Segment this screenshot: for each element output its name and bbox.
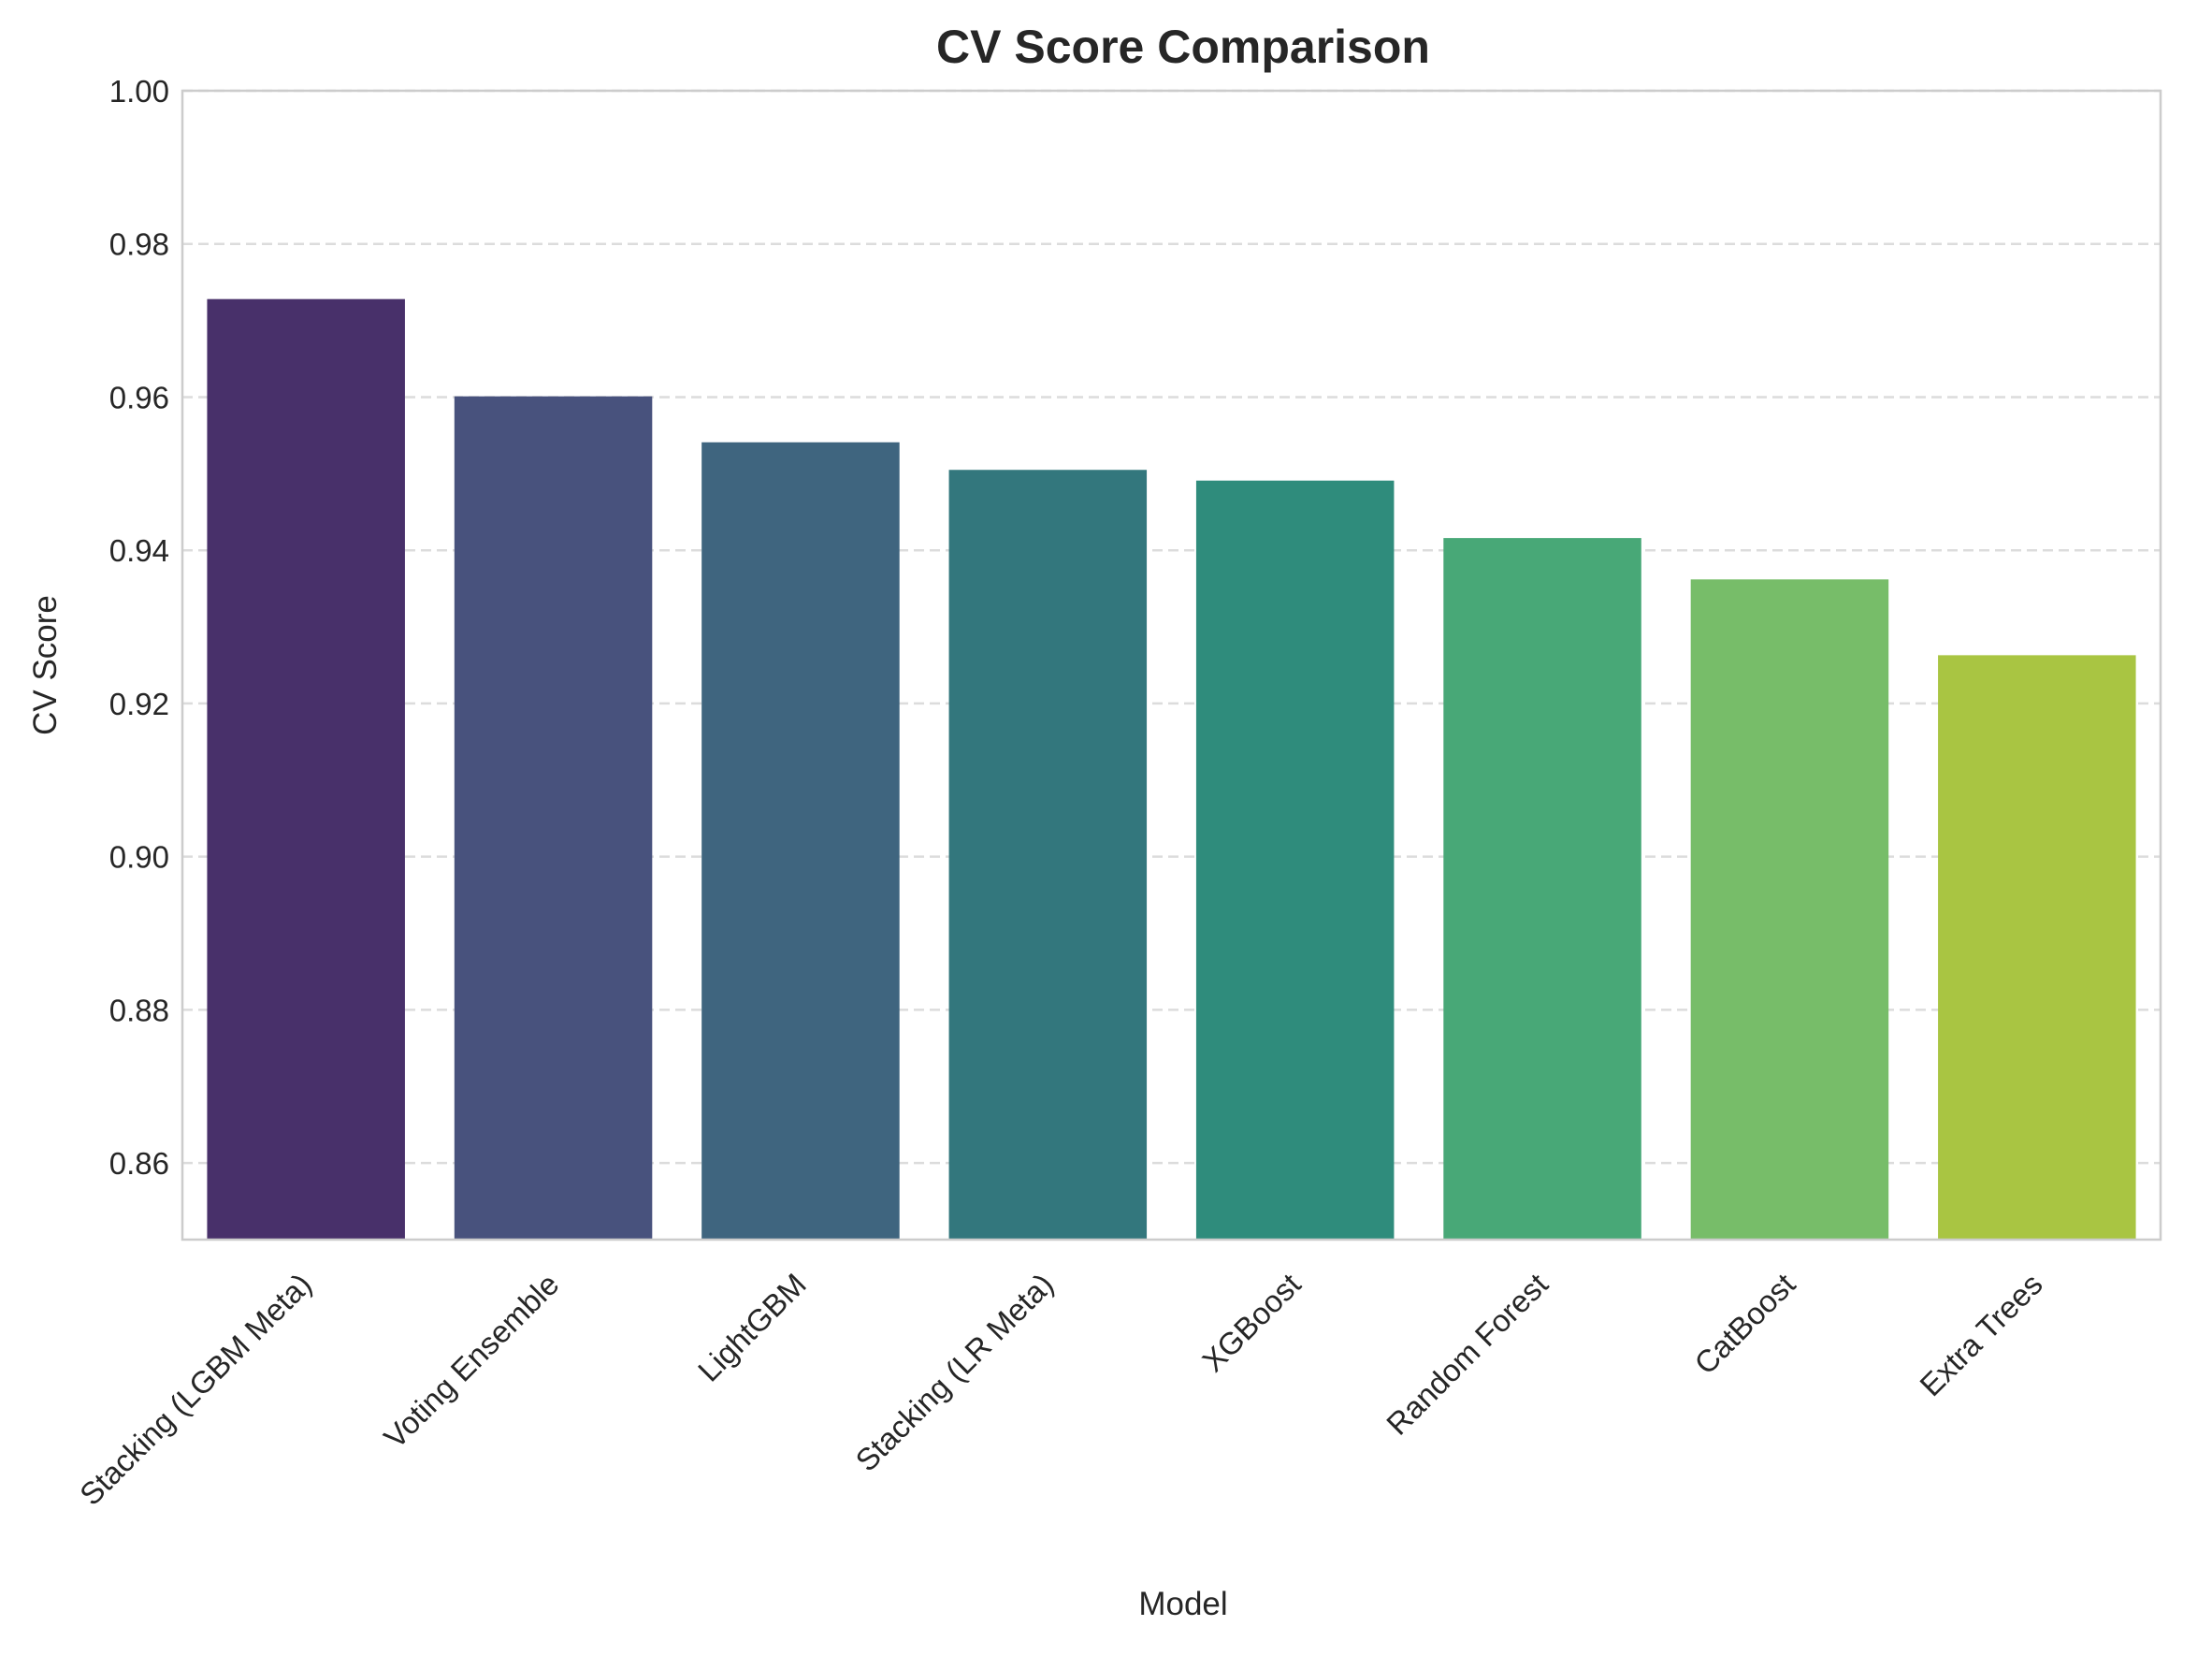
- x-tick-label: Stacking (LR Meta): [848, 1267, 1060, 1478]
- bar: [1195, 480, 1395, 1240]
- bar: [948, 470, 1148, 1240]
- bar: [1690, 579, 1889, 1240]
- bar: [207, 298, 405, 1240]
- y-tick-label: 0.98: [109, 227, 169, 262]
- bar: [454, 396, 653, 1240]
- x-tick-label: Stacking (LGBM Meta): [73, 1267, 318, 1512]
- x-tick-label: Random Forest: [1380, 1267, 1554, 1442]
- x-axis-ticks: Stacking (LGBM Meta) Voting Ensemble Light…: [73, 1267, 2049, 1512]
- x-tick-label: Extra Trees: [1913, 1267, 2048, 1402]
- y-tick-label: 0.88: [109, 993, 169, 1027]
- plot-frame: [181, 89, 2162, 1241]
- y-tick-label: 0.96: [109, 380, 169, 414]
- bar: [1938, 655, 2136, 1240]
- y-tick-label: 0.86: [109, 1146, 169, 1181]
- y-axis-ticks: 0.86 0.88 0.90 0.92 0.94 0.96 0.98 1.00: [109, 74, 169, 1181]
- bar: [1443, 538, 1641, 1240]
- y-tick-label: 0.90: [109, 840, 169, 875]
- bars: [207, 298, 2136, 1240]
- x-tick-label: CatBoost: [1687, 1267, 1801, 1381]
- y-axis-label: CV Score: [27, 595, 64, 735]
- x-tick-label: XGBoost: [1195, 1267, 1308, 1379]
- y-tick-label: 1.00: [109, 74, 169, 109]
- x-axis-label: Model: [1138, 1586, 1227, 1622]
- x-tick-label: LightGBM: [691, 1267, 813, 1388]
- y-tick-label: 0.92: [109, 687, 169, 721]
- chart-title: CV Score Comparison: [936, 21, 1430, 73]
- x-tick-label: Voting Ensemble: [377, 1267, 565, 1455]
- bar: [701, 442, 900, 1240]
- y-tick-label: 0.94: [109, 533, 169, 568]
